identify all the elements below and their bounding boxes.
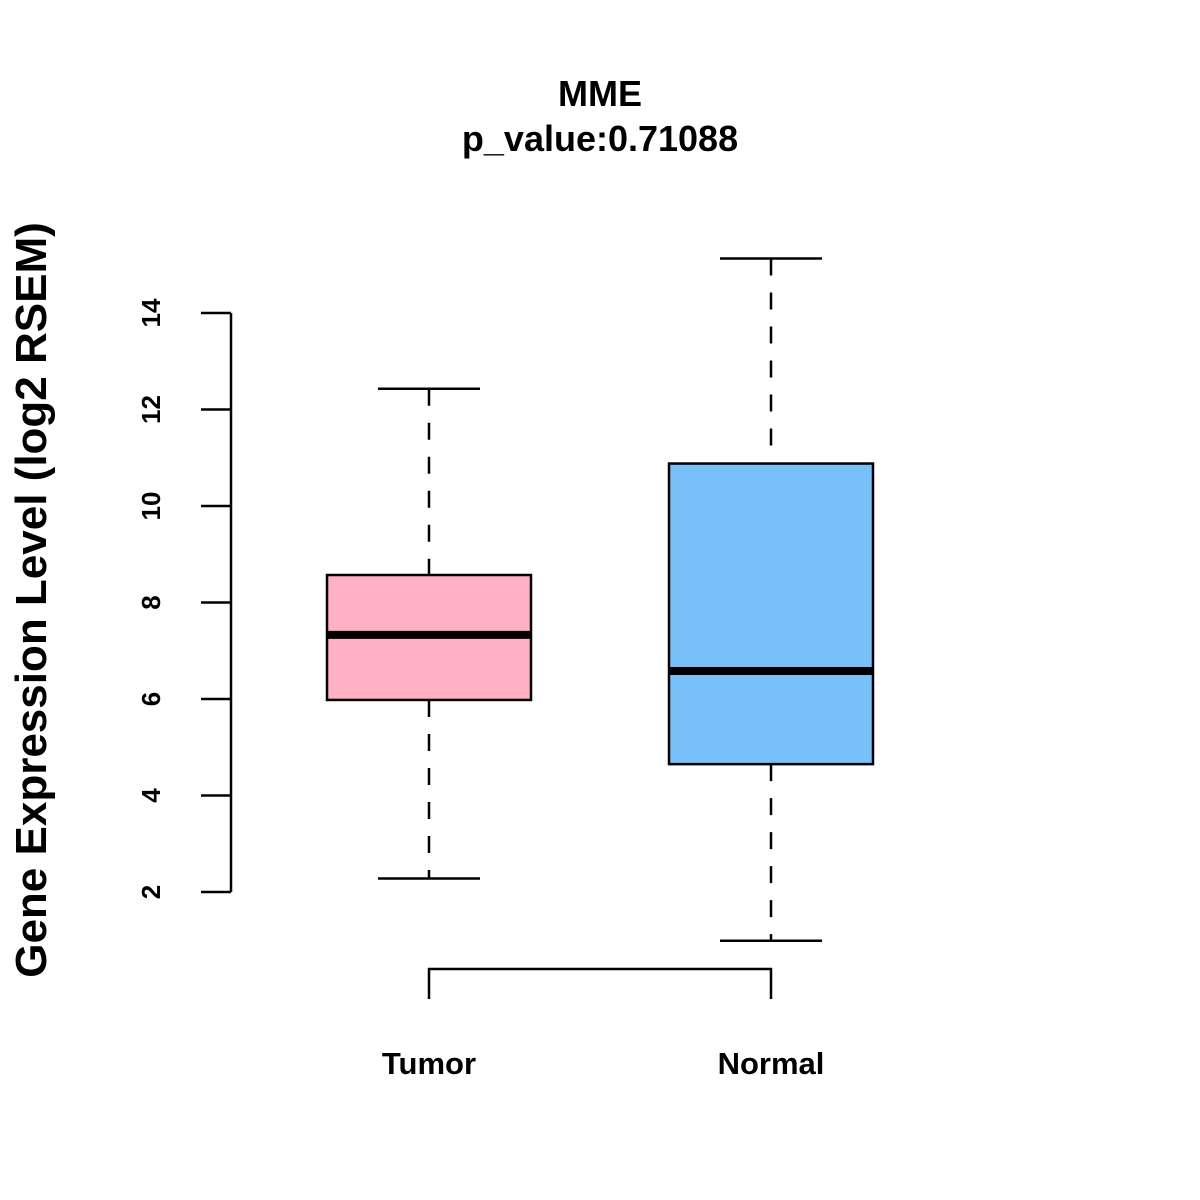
box-group [325,257,875,942]
y-axis: 2 4 6 8 10 12 14 [136,298,233,899]
x-category-label-tumor: Tumor [382,1046,476,1081]
bracket-line [427,967,773,999]
y-tick-label: 8 [136,595,166,609]
x-axis-labels: Tumor Normal [382,1046,824,1081]
chart-title: MME [558,73,642,114]
y-axis-label: Gene Expression Level (log2 RSEM) [7,222,56,978]
y-tick-label: 14 [136,298,166,327]
chart-subtitle: p_value:0.71088 [462,118,738,159]
box-normal [667,257,875,942]
box-tumor [325,387,533,880]
iqr-box [667,462,875,766]
x-category-label-normal: Normal [718,1046,825,1081]
y-tick-label: 2 [136,885,166,899]
y-tick-label: 6 [136,692,166,706]
y-tick-label: 12 [136,395,166,424]
y-tick-label: 10 [136,492,166,521]
y-tick-label: 4 [136,788,166,803]
comparison-bracket [427,967,773,999]
